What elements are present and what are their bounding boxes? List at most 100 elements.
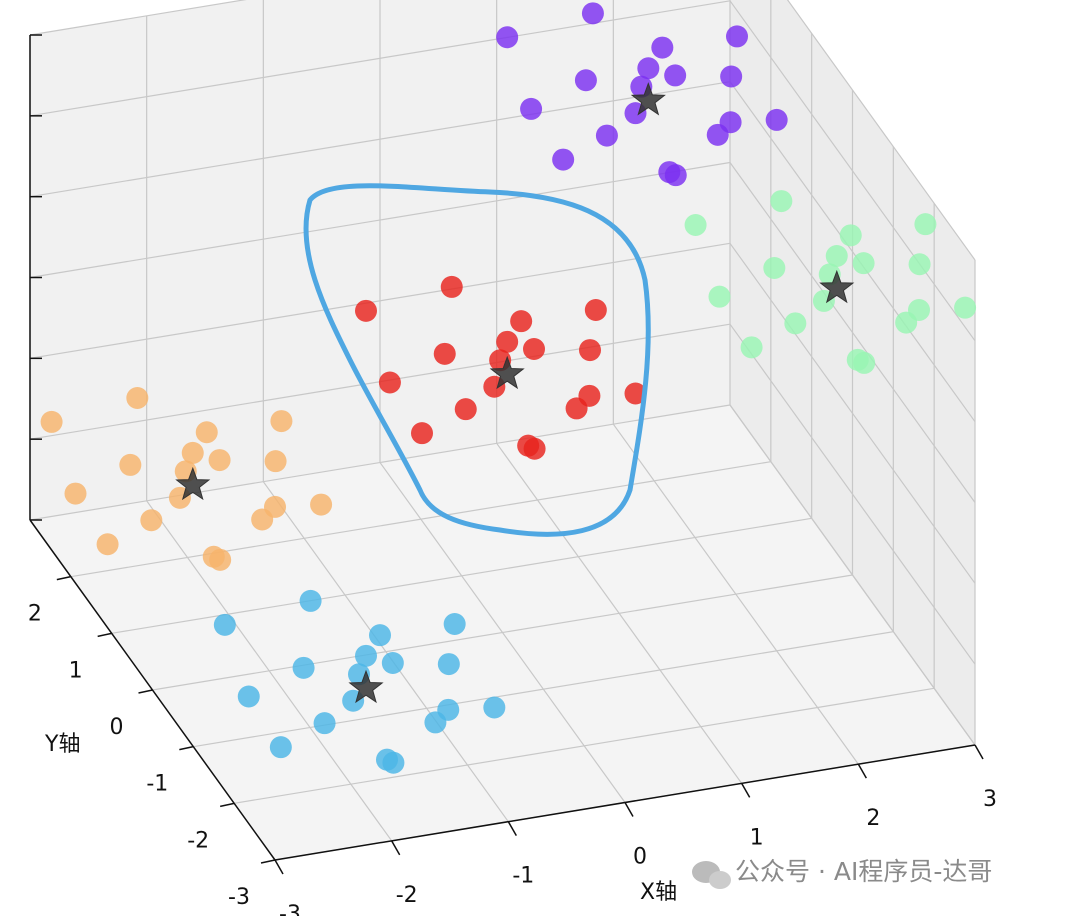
point <box>378 371 401 394</box>
grid-line <box>729 242 976 584</box>
hand-drawn-annotation <box>303 183 651 537</box>
point <box>270 410 293 433</box>
point <box>195 421 218 444</box>
x-tick-label: 3 <box>983 787 997 812</box>
y-tick-label: 0 <box>110 715 124 740</box>
point <box>664 64 687 87</box>
point <box>726 25 748 48</box>
point <box>313 712 336 735</box>
point <box>565 397 588 420</box>
point <box>595 124 618 147</box>
x-tick <box>507 821 517 837</box>
point <box>908 253 931 276</box>
point <box>119 453 142 476</box>
grid-line <box>29 81 731 198</box>
point <box>770 190 793 213</box>
x-tick <box>741 782 751 798</box>
point <box>763 257 786 279</box>
grid-line <box>29 404 731 521</box>
watermark-icon <box>692 861 731 889</box>
point <box>424 711 447 734</box>
point <box>765 108 788 131</box>
grid-line <box>70 461 771 578</box>
x-axis-label: X轴 <box>640 880 677 905</box>
x-tick-label: -1 <box>512 864 534 889</box>
x-tick-label: 1 <box>750 825 764 850</box>
point <box>895 311 918 334</box>
grid-line <box>786 0 976 261</box>
x-tick-label: -2 <box>396 883 418 908</box>
point <box>579 339 601 362</box>
point <box>510 310 533 333</box>
point <box>523 338 545 360</box>
point <box>355 299 377 322</box>
grid-line <box>234 687 935 804</box>
centroid <box>630 82 666 116</box>
grid-line <box>29 161 731 279</box>
point <box>846 348 869 371</box>
point <box>914 213 937 236</box>
point <box>839 224 862 247</box>
grid-line <box>111 517 812 634</box>
point <box>126 387 149 409</box>
point <box>740 336 763 359</box>
point <box>720 65 743 88</box>
point <box>440 275 463 298</box>
grid-line <box>729 0 976 342</box>
point <box>64 482 87 505</box>
grid-line <box>193 631 894 748</box>
point <box>581 2 604 25</box>
point <box>684 214 707 236</box>
y-tick-label: -1 <box>146 772 168 797</box>
point <box>202 545 225 568</box>
point <box>140 509 163 532</box>
x-tick-label: -3 <box>279 902 301 916</box>
x-tick <box>274 859 284 875</box>
point <box>96 533 119 556</box>
point <box>237 685 260 708</box>
point <box>437 653 460 676</box>
grid-line <box>29 0 247 36</box>
centroid <box>819 269 855 304</box>
grid-line <box>29 0 731 117</box>
point <box>213 613 236 636</box>
grid-line <box>729 404 976 746</box>
point <box>269 736 292 759</box>
point <box>181 441 204 464</box>
point <box>520 97 543 120</box>
point <box>552 148 575 171</box>
y-tick <box>179 745 194 751</box>
grid-line <box>729 323 976 665</box>
y-tick-label: 1 <box>69 658 83 683</box>
watermark: 公众号 · AI程序员-达哥 <box>735 857 992 886</box>
y-tick <box>260 859 276 864</box>
point <box>355 644 377 667</box>
grid-line <box>729 162 976 503</box>
grid-line <box>729 81 976 423</box>
grid-line <box>152 574 853 691</box>
point <box>310 493 333 516</box>
y-axis-label: Y轴 <box>44 732 80 757</box>
point <box>433 342 456 365</box>
point <box>40 410 63 433</box>
point <box>376 748 398 771</box>
point <box>483 696 506 719</box>
x-tick <box>624 802 634 817</box>
point <box>208 449 231 472</box>
y-tick <box>138 689 153 694</box>
point <box>443 613 466 635</box>
x-tick <box>391 840 401 856</box>
points <box>40 2 977 774</box>
y-tick <box>56 575 71 581</box>
point <box>954 296 977 319</box>
x-tick <box>857 763 867 779</box>
x-axis-line <box>274 744 976 861</box>
panes <box>30 0 975 860</box>
point <box>584 299 607 321</box>
y-tick-label: 2 <box>28 602 42 627</box>
point <box>651 36 674 59</box>
point <box>264 450 287 473</box>
point <box>369 624 391 647</box>
